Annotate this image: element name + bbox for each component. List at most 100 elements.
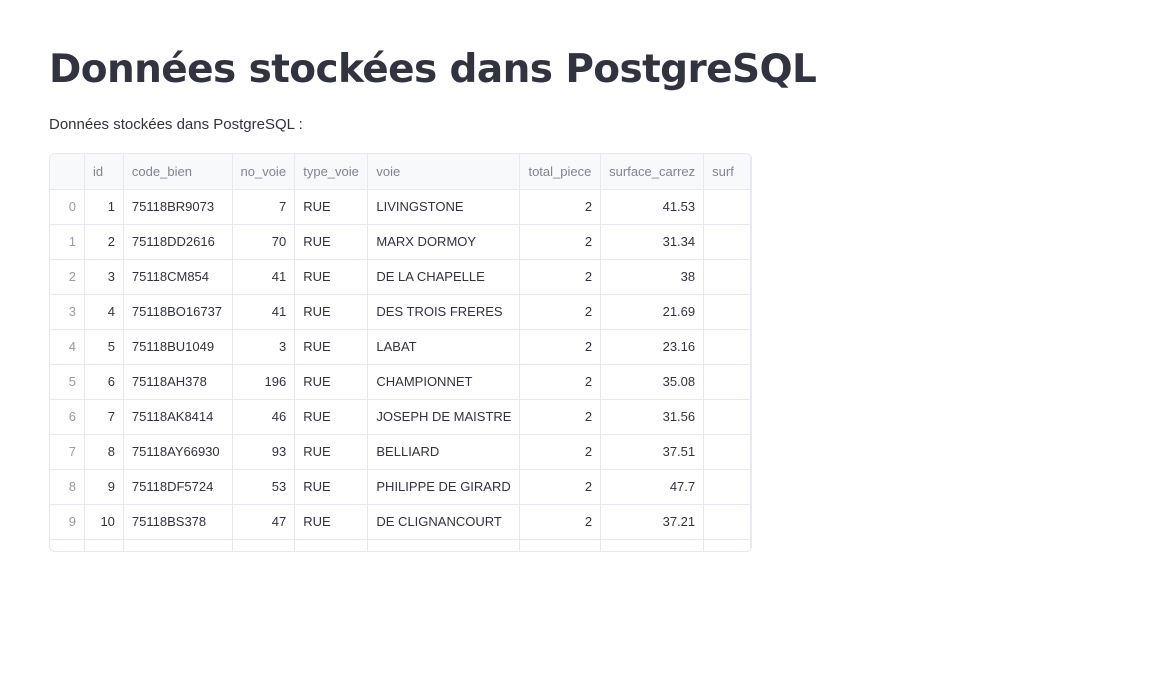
surf-cell[interactable] bbox=[703, 469, 751, 505]
no-voie-cell[interactable]: 196 bbox=[232, 364, 296, 400]
code-bien-cell[interactable]: 75118AH378 bbox=[123, 364, 233, 400]
id-cell[interactable]: 7 bbox=[84, 399, 124, 435]
id-cell[interactable]: 9 bbox=[84, 469, 124, 505]
row-index-cell[interactable]: 0 bbox=[50, 189, 86, 225]
surf-cell[interactable] bbox=[703, 189, 751, 225]
column-header-surf[interactable]: surf bbox=[703, 154, 751, 190]
voie-cell[interactable]: LIVINGSTONE bbox=[367, 189, 521, 225]
table-row[interactable]: 2 3 75118CM854 41 RUE DE LA CHAPELLE 2 38 bbox=[50, 259, 751, 295]
no-voie-cell[interactable]: 46 bbox=[232, 399, 296, 435]
voie-cell[interactable]: MARX DORMOY bbox=[367, 224, 521, 260]
table-row[interactable]: 5 6 75118AH378 196 RUE CHAMPIONNET 2 35.08 bbox=[50, 364, 751, 400]
surf-cell[interactable] bbox=[703, 364, 751, 400]
surf-cell[interactable] bbox=[703, 294, 751, 330]
code-bien-cell[interactable]: 75118AK8414 bbox=[123, 399, 233, 435]
row-index-cell[interactable]: 4 bbox=[50, 329, 86, 365]
code-bien-cell[interactable]: 75118BR9073 bbox=[123, 189, 233, 225]
surf-cell[interactable] bbox=[703, 224, 751, 260]
voie-cell[interactable]: JOSEPH DE MAISTRE bbox=[367, 399, 521, 435]
code-bien-cell[interactable]: 75118DF5724 bbox=[123, 469, 233, 505]
type-voie-cell[interactable]: RUE bbox=[294, 504, 369, 540]
voie-cell[interactable]: BELLIARD bbox=[367, 434, 521, 470]
no-voie-cell[interactable]: 3 bbox=[232, 329, 296, 365]
id-cell[interactable]: 6 bbox=[84, 364, 124, 400]
id-cell[interactable]: 1 bbox=[84, 189, 124, 225]
table-row[interactable]: 4 5 75118BU1049 3 RUE LABAT 2 23.16 bbox=[50, 329, 751, 365]
code-bien-cell[interactable]: 75118DD2616 bbox=[123, 224, 233, 260]
code-bien-cell[interactable]: 75118CM854 bbox=[123, 259, 233, 295]
surf-cell[interactable] bbox=[703, 399, 751, 435]
type-voie-cell[interactable]: RUE bbox=[294, 399, 369, 435]
total-piece-cell[interactable]: 2 bbox=[519, 224, 602, 260]
row-index-cell[interactable]: 5 bbox=[50, 364, 86, 400]
no-voie-cell[interactable]: 93 bbox=[232, 434, 296, 470]
total-piece-cell[interactable]: 2 bbox=[519, 434, 602, 470]
id-cell[interactable]: 5 bbox=[84, 329, 124, 365]
data-table[interactable]: id code_bien no_voie type_voie voie tota… bbox=[49, 153, 752, 552]
table-row[interactable]: 8 9 75118DF5724 53 RUE PHILIPPE DE GIRARD 2 47.… bbox=[50, 469, 751, 505]
table-row[interactable]: 3 4 75118BO16737 41 RUE DES TROIS FRERES 2 21.6… bbox=[50, 294, 751, 330]
surface-carrez-cell[interactable]: 37.51 bbox=[600, 434, 705, 470]
total-piece-cell[interactable]: 2 bbox=[519, 399, 602, 435]
type-voie-cell[interactable]: RUE bbox=[294, 364, 369, 400]
surface-carrez-cell[interactable]: 31.34 bbox=[600, 224, 705, 260]
column-header-surface-carrez[interactable]: surface_carrez bbox=[600, 154, 705, 190]
no-voie-cell[interactable]: 41 bbox=[232, 294, 296, 330]
total-piece-cell[interactable]: 2 bbox=[519, 294, 602, 330]
surface-carrez-cell[interactable]: 23.16 bbox=[600, 329, 705, 365]
surf-cell[interactable] bbox=[703, 259, 751, 295]
id-cell[interactable]: 10 bbox=[84, 504, 124, 540]
no-voie-cell[interactable]: 41 bbox=[232, 259, 296, 295]
row-index-cell[interactable]: 2 bbox=[50, 259, 86, 295]
column-header-total-piece[interactable]: total_piece bbox=[519, 154, 602, 190]
id-cell[interactable]: 4 bbox=[84, 294, 124, 330]
surf-cell[interactable] bbox=[703, 504, 751, 540]
table-row[interactable]: 1 2 75118DD2616 70 RUE MARX DORMOY 2 31.34 bbox=[50, 224, 751, 260]
total-piece-cell[interactable]: 2 bbox=[519, 259, 602, 295]
row-index-cell[interactable]: 3 bbox=[50, 294, 86, 330]
table-row[interactable]: 9 10 75118BS378 47 RUE DE CLIGNANCOURT 2 37.21 bbox=[50, 504, 751, 540]
id-cell[interactable]: 3 bbox=[84, 259, 124, 295]
column-header-no-voie[interactable]: no_voie bbox=[232, 154, 296, 190]
id-cell[interactable]: 2 bbox=[84, 224, 124, 260]
no-voie-cell[interactable]: 53 bbox=[232, 469, 296, 505]
no-voie-cell[interactable]: 7 bbox=[232, 189, 296, 225]
id-cell[interactable]: 8 bbox=[84, 434, 124, 470]
surface-carrez-cell[interactable]: 31.56 bbox=[600, 399, 705, 435]
column-header-voie[interactable]: voie bbox=[367, 154, 521, 190]
type-voie-cell[interactable]: RUE bbox=[294, 259, 369, 295]
type-voie-cell[interactable]: RUE bbox=[294, 329, 369, 365]
surface-carrez-cell[interactable]: 21.69 bbox=[600, 294, 705, 330]
total-piece-cell[interactable]: 2 bbox=[519, 364, 602, 400]
total-piece-cell[interactable]: 2 bbox=[519, 469, 602, 505]
surface-carrez-cell[interactable]: 38 bbox=[600, 259, 705, 295]
surface-carrez-cell[interactable]: 41.53 bbox=[600, 189, 705, 225]
surf-cell[interactable] bbox=[703, 434, 751, 470]
type-voie-cell[interactable]: RUE bbox=[294, 294, 369, 330]
type-voie-cell[interactable]: RUE bbox=[294, 224, 369, 260]
surface-carrez-cell[interactable]: 47.7 bbox=[600, 469, 705, 505]
type-voie-cell[interactable]: RUE bbox=[294, 434, 369, 470]
type-voie-cell[interactable]: RUE bbox=[294, 469, 369, 505]
row-index-cell[interactable]: 9 bbox=[50, 504, 86, 540]
total-piece-cell[interactable]: 2 bbox=[519, 329, 602, 365]
type-voie-cell[interactable]: RUE bbox=[294, 189, 369, 225]
table-row[interactable]: 7 8 75118AY66930 93 RUE BELLIARD 2 37.51 bbox=[50, 434, 751, 470]
surf-cell[interactable] bbox=[703, 329, 751, 365]
surface-carrez-cell[interactable]: 35.08 bbox=[600, 364, 705, 400]
table-row[interactable]: 6 7 75118AK8414 46 RUE JOSEPH DE MAISTRE 2 31.5… bbox=[50, 399, 751, 435]
row-index-cell[interactable]: 1 bbox=[50, 224, 86, 260]
no-voie-cell[interactable]: 70 bbox=[232, 224, 296, 260]
surface-carrez-cell[interactable]: 37.21 bbox=[600, 504, 705, 540]
code-bien-cell[interactable]: 75118BU1049 bbox=[123, 329, 233, 365]
voie-cell[interactable]: DE CLIGNANCOURT bbox=[367, 504, 521, 540]
voie-cell[interactable]: LABAT bbox=[367, 329, 521, 365]
voie-cell[interactable]: PHILIPPE DE GIRARD bbox=[367, 469, 521, 505]
column-header-type-voie[interactable]: type_voie bbox=[294, 154, 369, 190]
voie-cell[interactable]: DES TROIS FRERES bbox=[367, 294, 521, 330]
voie-cell[interactable]: DE LA CHAPELLE bbox=[367, 259, 521, 295]
code-bien-cell[interactable]: 75118AY66930 bbox=[123, 434, 233, 470]
table-row[interactable]: 0 1 75118BR9073 7 RUE LIVINGSTONE 2 41.53 bbox=[50, 189, 751, 225]
code-bien-cell[interactable]: 75118BS378 bbox=[123, 504, 233, 540]
code-bien-cell[interactable]: 75118BO16737 bbox=[123, 294, 233, 330]
